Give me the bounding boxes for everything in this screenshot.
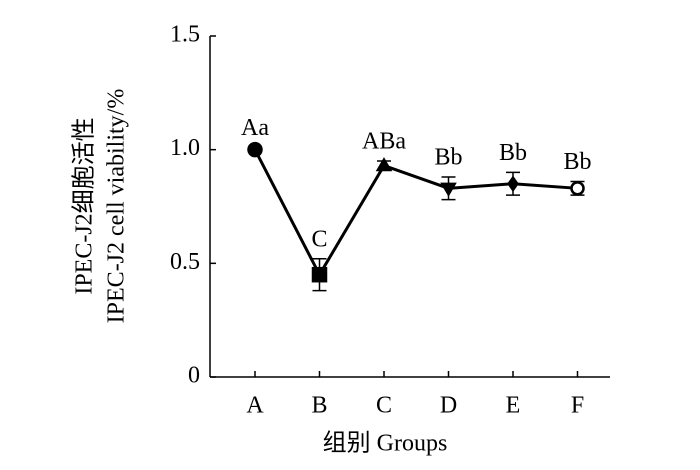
y-axis-label: IPEC-J2细胞活性 [71, 117, 98, 294]
annotation: Aa [241, 115, 269, 141]
annotation: Bb [499, 140, 527, 166]
y-tick-label: 0 [188, 363, 200, 389]
marker [311, 266, 328, 283]
marker [507, 175, 519, 193]
x-tick-label: F [571, 393, 584, 419]
x-tick-label: E [506, 393, 521, 419]
annotation: Bb [434, 144, 462, 170]
x-axis-label: 组别 Groups [323, 430, 448, 457]
marker [570, 181, 585, 196]
annotation: C [311, 226, 327, 252]
x-tick-label: B [311, 393, 327, 419]
marker [375, 157, 393, 172]
annotation: ABa [362, 129, 406, 155]
marker [247, 141, 263, 158]
marker [440, 182, 457, 197]
x-tick-label: A [246, 393, 264, 419]
y-tick-label: 1.0 [170, 135, 200, 161]
x-tick-label: C [376, 393, 392, 419]
y-tick-label: 0.5 [170, 249, 200, 275]
annotation: Bb [563, 149, 591, 175]
line [253, 148, 578, 278]
y-axis-label: IPEC-J2 cell viability/% [104, 89, 130, 324]
y-tick-label: 1.5 [170, 22, 200, 48]
x-tick-label: D [440, 393, 457, 419]
